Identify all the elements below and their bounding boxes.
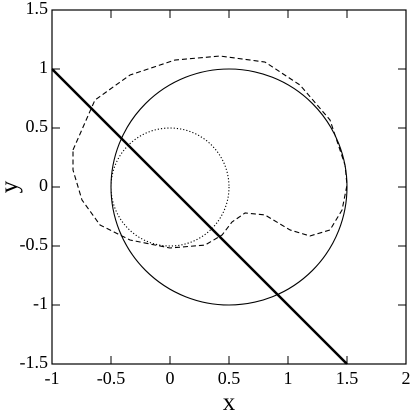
x-tick-label: -1	[45, 368, 60, 388]
x-tick-label: 0.5	[218, 368, 241, 388]
x-tick-label: 1.5	[336, 368, 359, 388]
y-tick-label: -1.5	[20, 352, 49, 372]
circle-curve	[110, 127, 230, 247]
x-tick-label: 0	[166, 368, 175, 388]
y-tick-label: 1	[39, 57, 48, 77]
x-axis-label: x	[223, 389, 236, 413]
x-tick-label: 2	[402, 368, 411, 388]
x-tick-label: -0.5	[97, 368, 126, 388]
x-tick-label: 1	[284, 368, 293, 388]
closed-curve	[72, 55, 348, 249]
y-tick-label: 0	[39, 175, 48, 195]
y-tick-label: 0.5	[26, 116, 49, 136]
y-tick-label: 1.5	[26, 0, 49, 18]
y-tick-label: -1	[33, 293, 48, 313]
line-curve	[51, 68, 348, 365]
y-tick-label: -0.5	[20, 234, 49, 254]
y-axis-label: y	[0, 180, 23, 193]
